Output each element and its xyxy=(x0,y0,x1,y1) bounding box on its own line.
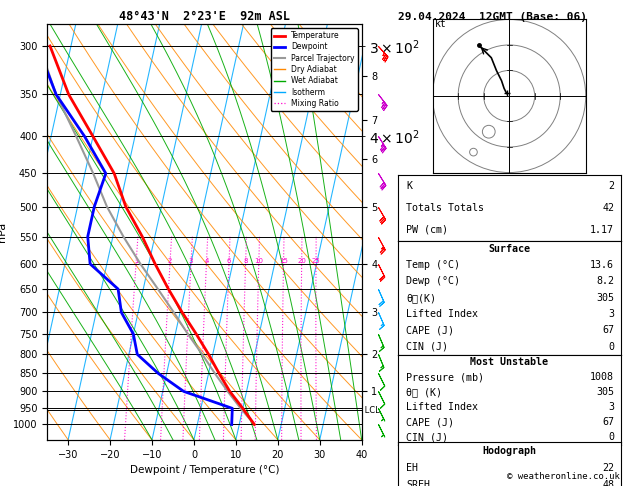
Text: CIN (J): CIN (J) xyxy=(406,342,448,352)
Text: CIN (J): CIN (J) xyxy=(406,432,448,442)
Legend: Temperature, Dewpoint, Parcel Trajectory, Dry Adiabat, Wet Adiabat, Isotherm, Mi: Temperature, Dewpoint, Parcel Trajectory… xyxy=(270,28,358,111)
Text: 22: 22 xyxy=(602,463,614,473)
Text: EH: EH xyxy=(406,463,418,473)
Text: Lifted Index: Lifted Index xyxy=(406,309,479,319)
Text: 4: 4 xyxy=(204,258,209,264)
Text: CAPE (J): CAPE (J) xyxy=(406,417,455,427)
Text: θᴜ (K): θᴜ (K) xyxy=(406,387,442,397)
Text: 0: 0 xyxy=(608,342,614,352)
Text: © weatheronline.co.uk: © weatheronline.co.uk xyxy=(507,472,620,481)
X-axis label: Dewpoint / Temperature (°C): Dewpoint / Temperature (°C) xyxy=(130,465,279,475)
Text: 15: 15 xyxy=(279,258,288,264)
Text: CAPE (J): CAPE (J) xyxy=(406,325,455,335)
Text: 13.6: 13.6 xyxy=(590,260,614,270)
Text: LCL: LCL xyxy=(362,405,379,415)
Text: Lifted Index: Lifted Index xyxy=(406,402,479,412)
Text: Most Unstable: Most Unstable xyxy=(470,357,548,367)
Text: 25: 25 xyxy=(311,258,320,264)
Text: 67: 67 xyxy=(602,417,614,427)
Y-axis label: km
ASL: km ASL xyxy=(436,221,454,243)
Text: 305: 305 xyxy=(596,387,614,397)
Text: 0: 0 xyxy=(608,432,614,442)
Text: Pressure (mb): Pressure (mb) xyxy=(406,372,484,382)
Y-axis label: hPa: hPa xyxy=(0,222,8,242)
Text: Dewp (°C): Dewp (°C) xyxy=(406,277,460,286)
Text: θᴜ(K): θᴜ(K) xyxy=(406,293,437,303)
Text: Temp (°C): Temp (°C) xyxy=(406,260,460,270)
Text: 3: 3 xyxy=(189,258,193,264)
Text: 2: 2 xyxy=(168,258,172,264)
Text: 2: 2 xyxy=(608,181,614,191)
Text: SREH: SREH xyxy=(406,480,430,486)
Text: 1008: 1008 xyxy=(590,372,614,382)
Text: 3: 3 xyxy=(608,402,614,412)
Text: Totals Totals: Totals Totals xyxy=(406,203,484,213)
Text: Hodograph: Hodograph xyxy=(482,446,536,456)
Text: K: K xyxy=(406,181,413,191)
Text: 29.04.2024  12GMT (Base: 06): 29.04.2024 12GMT (Base: 06) xyxy=(398,12,586,22)
Text: kt: kt xyxy=(435,19,447,29)
Text: 1.17: 1.17 xyxy=(590,225,614,235)
Text: 8: 8 xyxy=(243,258,248,264)
Text: Surface: Surface xyxy=(488,243,530,254)
Text: 8.2: 8.2 xyxy=(596,277,614,286)
Text: 305: 305 xyxy=(596,293,614,303)
Text: 1: 1 xyxy=(134,258,138,264)
Text: 10: 10 xyxy=(254,258,264,264)
Text: 6: 6 xyxy=(226,258,231,264)
Text: 3: 3 xyxy=(608,309,614,319)
Title: 48°43'N  2°23'E  92m ASL: 48°43'N 2°23'E 92m ASL xyxy=(119,10,290,23)
Text: 20: 20 xyxy=(297,258,306,264)
Text: PW (cm): PW (cm) xyxy=(406,225,448,235)
Text: 42: 42 xyxy=(602,203,614,213)
Text: 48: 48 xyxy=(602,480,614,486)
Text: 67: 67 xyxy=(602,325,614,335)
